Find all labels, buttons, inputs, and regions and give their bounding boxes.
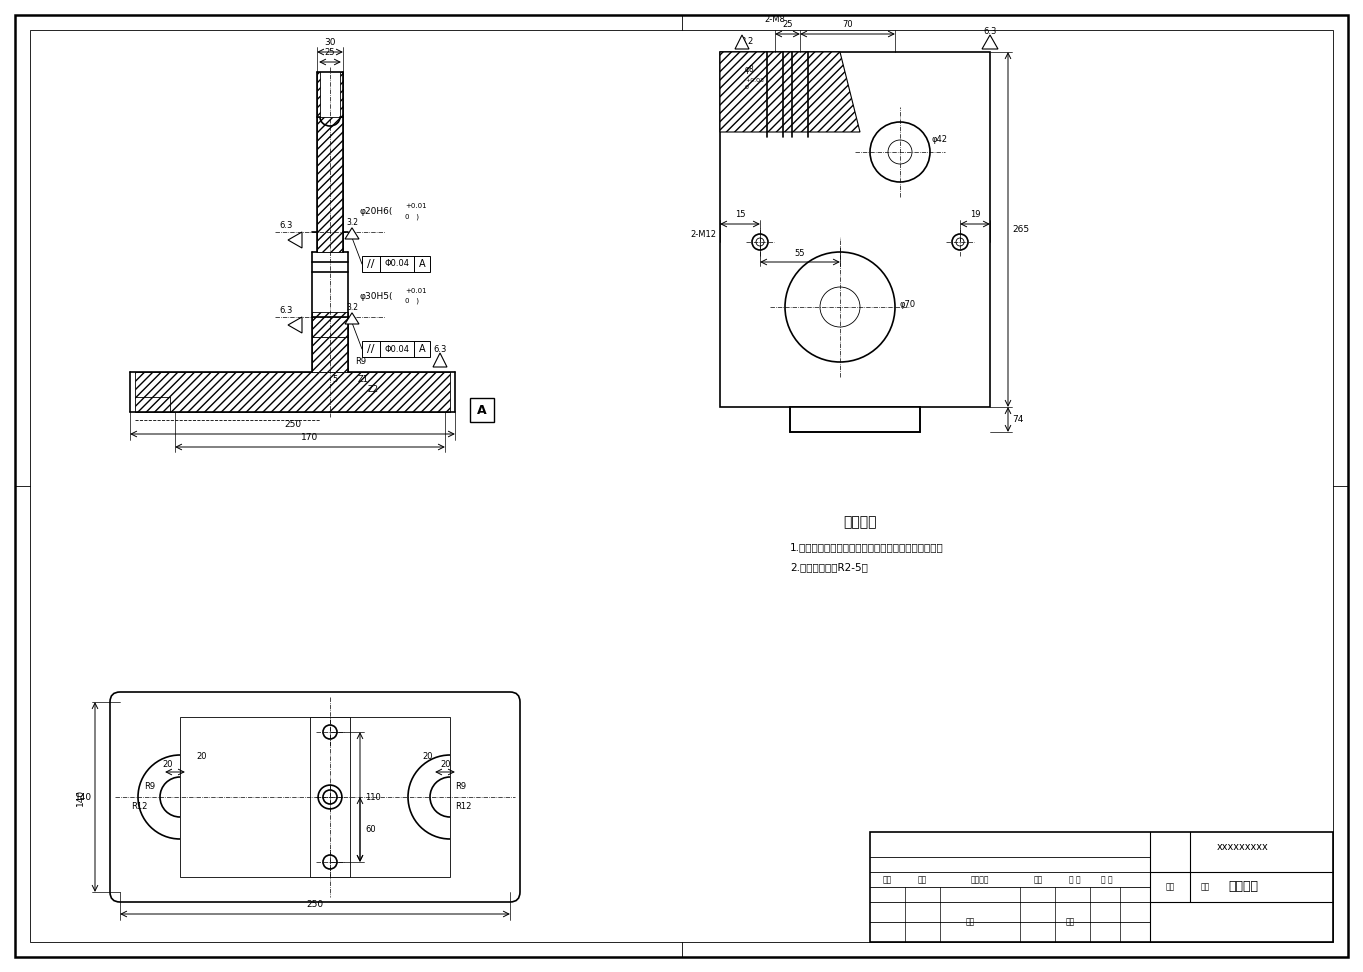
Text: Φ0.04: Φ0.04	[384, 260, 409, 268]
Text: R12: R12	[455, 802, 472, 811]
Bar	[318, 117, 343, 252]
Text: 技术要求: 技术要求	[844, 515, 876, 529]
Text: R9: R9	[144, 782, 155, 791]
Text: 件数: 件数	[1201, 883, 1209, 891]
Text: 2.未注圆角半径R2-5。: 2.未注圆角半径R2-5。	[791, 562, 868, 572]
Bar	[318, 72, 320, 117]
Text: 20: 20	[440, 760, 451, 769]
Polygon shape	[288, 317, 303, 333]
Bar	[135, 372, 450, 412]
Text: 0   ): 0 )	[405, 298, 418, 304]
Text: 170: 170	[301, 433, 319, 442]
Polygon shape	[433, 353, 447, 367]
Text: A: A	[477, 403, 487, 416]
Text: 6.3: 6.3	[433, 345, 447, 354]
Text: φ8: φ8	[746, 65, 755, 74]
Bar	[791, 407, 920, 432]
Text: 15: 15	[735, 210, 746, 219]
Text: 140: 140	[75, 792, 93, 802]
Polygon shape	[735, 35, 750, 49]
Bar	[870, 832, 1333, 942]
Text: 20: 20	[196, 752, 207, 761]
Text: Z2: Z2	[368, 385, 379, 394]
Text: 250: 250	[307, 900, 323, 909]
Text: φ30H5(: φ30H5(	[360, 292, 394, 301]
Bar	[309, 717, 350, 877]
Text: 件数: 件数	[917, 876, 927, 885]
Text: +0.01: +0.01	[405, 203, 427, 209]
Text: 2-M8: 2-M8	[765, 15, 785, 24]
Bar	[339, 72, 343, 117]
Text: 共 页: 共 页	[1069, 876, 1081, 885]
Bar	[470, 398, 493, 422]
Text: 图纸: 图纸	[965, 918, 975, 926]
Text: +0.03: +0.03	[746, 78, 765, 83]
Text: +0.01: +0.01	[405, 288, 427, 294]
Text: 30: 30	[324, 38, 335, 47]
Text: 60: 60	[365, 825, 376, 834]
Text: A: A	[418, 344, 425, 354]
Bar	[363, 341, 429, 357]
Polygon shape	[288, 232, 303, 248]
Polygon shape	[720, 52, 860, 132]
Text: 250: 250	[284, 420, 301, 429]
Text: 0: 0	[746, 85, 748, 90]
Text: φ20H6(: φ20H6(	[360, 207, 394, 216]
Text: 6.3: 6.3	[279, 221, 293, 230]
Text: //: //	[367, 344, 375, 354]
Text: 20: 20	[162, 760, 173, 769]
Text: R9: R9	[354, 357, 367, 366]
Bar	[720, 52, 990, 407]
Text: 3.2: 3.2	[346, 303, 358, 312]
FancyBboxPatch shape	[110, 692, 521, 902]
Text: xxxxxxxxx: xxxxxxxxx	[1217, 842, 1269, 852]
Text: Z1: Z1	[358, 375, 369, 384]
Text: 序号: 序号	[882, 876, 891, 885]
Text: φ70: φ70	[900, 300, 916, 309]
Text: 2-M12: 2-M12	[690, 230, 716, 239]
Bar	[180, 717, 450, 877]
Text: 3.2: 3.2	[346, 218, 358, 227]
Text: 0   ): 0 )	[405, 213, 418, 220]
Text: 材料名称: 材料名称	[970, 876, 990, 885]
Text: 3.2: 3.2	[740, 37, 754, 46]
Text: 19: 19	[969, 210, 980, 219]
Polygon shape	[345, 313, 358, 324]
Text: 25: 25	[324, 48, 335, 57]
Text: 55: 55	[795, 249, 806, 258]
Text: 140: 140	[75, 788, 85, 806]
Text: 重量: 重量	[1165, 883, 1175, 891]
Text: 110: 110	[365, 792, 380, 802]
Text: 1.铸件表面应平整，浇口、毛刺、粘砂等应清理干净。: 1.铸件表面应平整，浇口、毛刺、粘砂等应清理干净。	[791, 542, 943, 552]
Text: 5: 5	[333, 375, 337, 384]
Text: 6.3: 6.3	[983, 27, 996, 36]
Text: 比例: 比例	[1066, 918, 1074, 926]
Text: φ42: φ42	[932, 135, 949, 144]
Text: R12: R12	[132, 802, 149, 811]
Text: 第 页: 第 页	[1101, 876, 1112, 885]
Text: //: //	[367, 259, 375, 269]
Bar	[312, 312, 348, 337]
Text: 74: 74	[1011, 415, 1024, 424]
Text: R9: R9	[455, 782, 466, 791]
Bar	[363, 256, 429, 272]
Polygon shape	[345, 227, 358, 239]
Text: 钻螺纹孔: 钻螺纹孔	[1228, 881, 1258, 893]
Text: 70: 70	[842, 20, 853, 29]
Bar	[312, 337, 348, 372]
Text: 265: 265	[1011, 225, 1029, 234]
Bar	[318, 227, 343, 252]
Text: Φ0.04: Φ0.04	[384, 344, 409, 354]
Text: A: A	[418, 259, 425, 269]
Text: 25: 25	[782, 20, 793, 29]
Polygon shape	[981, 35, 998, 49]
Text: 6.3: 6.3	[279, 306, 293, 315]
Text: 20: 20	[423, 752, 433, 761]
Text: 备注: 备注	[1033, 876, 1043, 885]
